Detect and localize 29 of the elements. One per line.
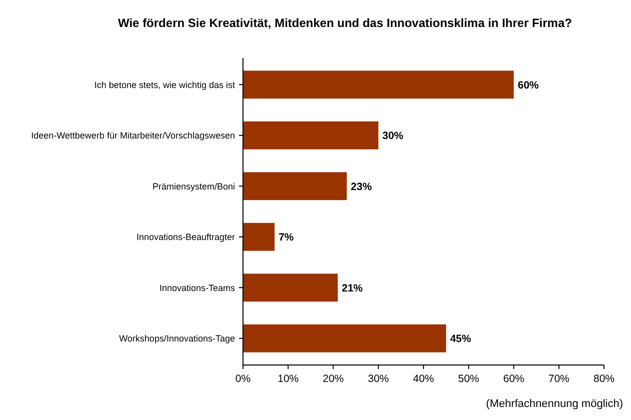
x-tick-label: 20% [322, 373, 344, 385]
x-tick-label: 80% [593, 373, 615, 385]
bar [243, 172, 347, 200]
text: (Mehrfachnennung möglich) [486, 398, 623, 410]
x-tick-label: 10% [278, 373, 299, 385]
x-tick-label: 70% [548, 373, 570, 385]
x-tick-label: 50% [458, 373, 480, 385]
x-tick-label: 30% [368, 373, 389, 385]
bar [243, 274, 338, 302]
y-tick-label: Ideen-Wettbewerb für Mitarbeiter/Vorschlagswesen [31, 130, 235, 141]
bar [243, 222, 275, 251]
chart-title: Wie fördern Sie Kreativität, Mitdenken und das Innovationsklima in Ihrer Firma? [118, 16, 572, 30]
y-tick-label: Prämiensystem/Boni [152, 181, 235, 192]
x-tick-label: 60% [503, 373, 524, 385]
bar [243, 121, 378, 150]
bar [243, 324, 446, 352]
data-label: 45% [450, 333, 472, 346]
data-label: 7% [278, 232, 294, 244]
y-tick-label: Workshops/Innovations-Tage [119, 334, 235, 344]
x-tick-label: 0% [235, 373, 251, 385]
y-tick-label: Innovations-Beauftragter [136, 232, 235, 242]
bar [243, 70, 514, 99]
y-tick-label: Ich betone stets, wie wichtig das ist [94, 80, 236, 90]
data-label: 30% [382, 130, 404, 142]
data-label: 60% [518, 79, 540, 92]
x-tick-label: 40% [412, 373, 434, 385]
y-tick-label: Innovations-Teams [159, 282, 236, 293]
data-label: 23% [350, 180, 372, 193]
data-label: 21% [342, 282, 364, 294]
